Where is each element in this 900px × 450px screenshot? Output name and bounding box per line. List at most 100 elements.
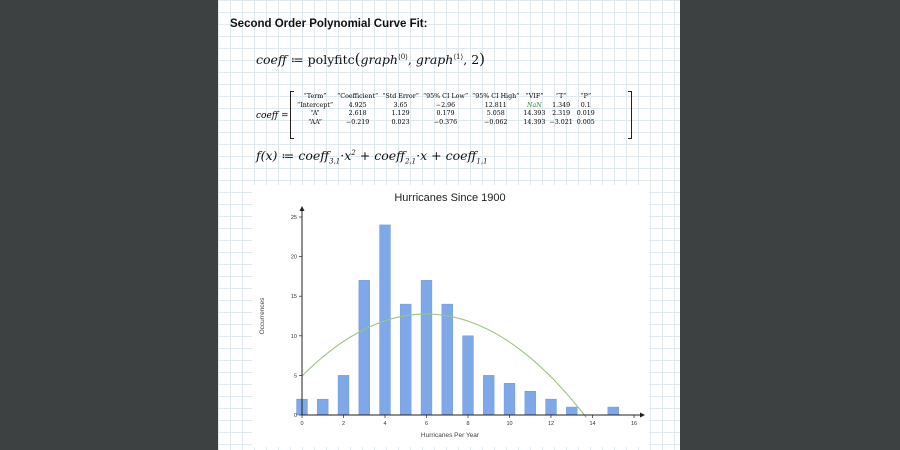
coeff-cell: “Coefficient” [337,93,379,100]
coeff-cell: 2.319 [552,110,571,117]
coeff-cell: “T” [555,93,567,100]
worksheet: Second Order Polynomial Curve Fit: coeff… [218,0,680,450]
histogram-bar [524,390,536,416]
chart-svg: Hurricanes Since 1900 Hurricanes Per Yea… [259,192,645,439]
term1-coeff: coeff [298,148,330,163]
coeff-cell: −2.96 [435,101,456,109]
coeff-cell: 0.1 [580,101,591,109]
coeff-cell: 1.349 [552,101,571,109]
polynomial-fit-curve [301,313,587,418]
coeff-cell: 0.005 [576,118,595,126]
histogram-bar [483,375,495,416]
coeff-cell: −3.021 [549,118,573,126]
histogram-bar [566,406,578,416]
coeff-row: “AA” −0.219 0.023 −0.376 −0.062 14.393 −3.021 0… [295,119,597,128]
coeff-cell: 0.019 [576,110,595,117]
histogram-bar [358,280,370,416]
coeff-cell: “Intercept” [297,101,334,109]
coeff-cell: 2.618 [348,110,367,117]
y-tick-label: 5 [294,373,297,379]
polyfit-expression[interactable]: coeff ≔ polyfitc(graph⟨0⟩, graph⟨1⟩, 2) [256,50,486,68]
coeff-row: “A” 2.618 1.129 0.179 5.058 14.393 2.319 0.019 [295,110,597,119]
chart-title: Hurricanes Since 1900 [394,192,505,204]
polyfit-lhs: coeff [256,52,287,67]
y-tick-label: 10 [291,334,297,340]
histogram-bar [441,303,453,416]
polyfit-arg2: graph [415,52,454,67]
coeff-cell: “Std Error” [382,93,419,100]
y-tick-label: 25 [291,215,297,221]
polyfit-assign: ≔ [290,52,304,67]
x-tick-label: 6 [425,421,428,427]
coeff-cell: −0.219 [345,118,370,126]
plus-sign-1: + [359,148,371,163]
plus-sign-2: + [431,148,442,163]
term3-sub: 1,1 [476,157,488,166]
polyfit-arg2-sup: ⟨1⟩ [453,52,464,61]
histogram-bar [607,406,619,416]
function-definition[interactable]: f(x) ≔ coeff3,1·x2 + coeff2,1·x + coeff1… [256,148,488,166]
y-tick-label: 20 [291,255,297,261]
coeff-row: “Term” “Coefficient” “Std Error” “95% CI Lo… [295,93,597,102]
x-tick-label: 4 [383,421,386,427]
polyfit-arg1-sup: ⟨0⟩ [397,52,408,61]
x-tick-label: 0 [300,421,303,427]
polyfit-function: polyfitc [307,52,355,67]
coeff-cell: “VIF” [525,93,544,100]
coeff-cell: 4.925 [348,101,367,109]
histogram-bar [317,398,329,416]
coeff-cell: “P” [580,93,592,100]
term2-sub: 2,1 [404,157,417,166]
y-tick-label: 0 [294,413,297,419]
coeff-cell: “AA” [308,118,322,126]
x-axis-arrow-icon [640,412,645,418]
coeff-cell: “95% CI High” [472,93,520,100]
term3-coeff: coeff [445,148,477,163]
hurricanes-chart[interactable]: Hurricanes Since 1900 Hurricanes Per Yea… [252,185,649,447]
term1-x: ·x [340,148,352,163]
histogram-bar [400,303,412,416]
coeff-result-label: coeff = [256,111,289,121]
function-lhs: f(x) [256,148,278,163]
term1-pow: 2 [351,148,356,157]
polyfit-arg3: 2 [471,52,480,67]
x-tick-label: 14 [589,421,595,427]
x-tick-label: 8 [466,421,469,427]
coeff-cell: 14.393 [523,110,546,117]
coeff-cell: “Term” [303,93,327,100]
y-axis-label: Occurrences [259,297,266,335]
term2-x: ·x [416,148,428,163]
coeff-cell: −0.376 [433,118,458,126]
term2-coeff: coeff [374,148,405,163]
coeff-cell: 12.811 [484,101,507,109]
section-heading: Second Order Polynomial Curve Fit: [230,18,428,30]
x-tick-label: 12 [548,421,554,427]
term1-sub: 3,1 [329,157,341,166]
coeff-cell: 1.129 [391,110,410,117]
y-axis-arrow-icon [299,206,305,211]
coeff-cell: 0.179 [436,110,455,117]
histogram-bar [462,335,474,416]
coeff-cell: −0.062 [484,118,508,126]
x-axis-label: Hurricanes Per Year [421,432,480,439]
histogram-bar [545,398,557,416]
plot-area: 0 2 4 6 8 10 12 14 16 0 5 10 15 20 25 [291,206,645,427]
coeff-row: “Intercept” 4.925 3.65 −2.96 12.811 NaN 1.349 0… [295,102,597,111]
coeff-cell: 3.65 [393,101,408,109]
y-tick-label: 15 [291,294,297,300]
coeff-cell: NaN [527,101,542,109]
coeff-cell: 5.058 [486,110,505,117]
function-assign: ≔ [281,148,295,163]
x-tick-label: 16 [631,421,637,427]
coeff-table: “Term” “Coefficient” “Std Error” “95% CI Lo… [295,93,597,127]
histogram-bar [420,280,433,416]
coeff-matrix[interactable]: “Term” “Coefficient” “Std Error” “95% CI Lo… [290,91,632,139]
x-tick-label: 10 [506,421,512,427]
coeff-cell: 14.393 [523,118,546,126]
x-tick-label: 2 [342,421,345,427]
histogram-bar [337,375,350,416]
coeff-cell: “A” [310,110,320,117]
histogram-bar [503,383,516,416]
coeff-cell: “95% CI Low” [422,93,469,100]
coeff-cell: 0.023 [391,118,410,126]
